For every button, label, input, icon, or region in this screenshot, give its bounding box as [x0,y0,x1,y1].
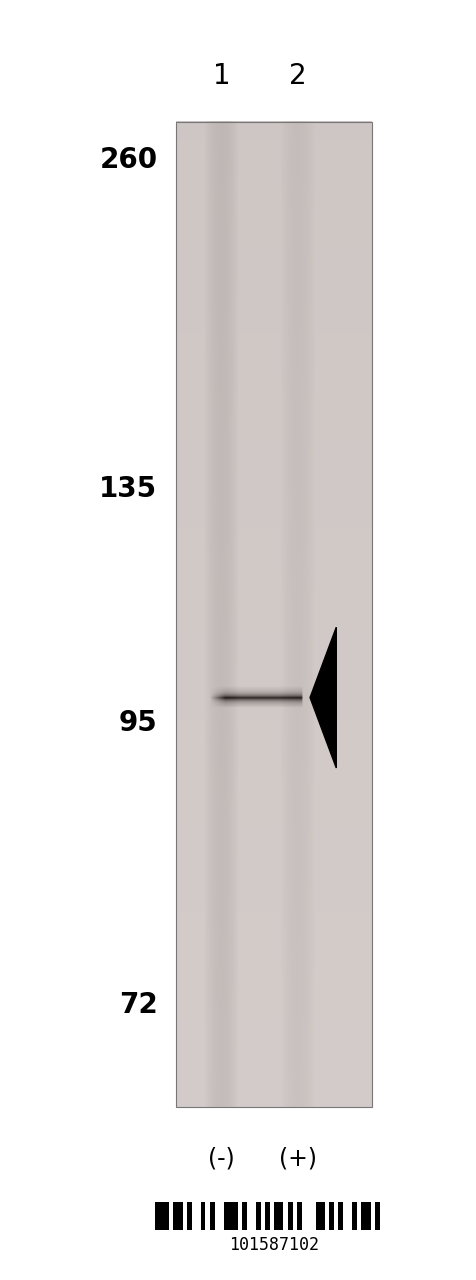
Text: 260: 260 [99,146,157,174]
Bar [209,1202,214,1230]
Bar [155,1202,169,1230]
Bar [315,1202,324,1230]
Text: 101587102: 101587102 [229,1236,318,1254]
Text: 135: 135 [99,475,157,503]
Text: (-): (-) [208,1147,235,1170]
Bar [256,1202,260,1230]
Text: 2: 2 [289,61,306,90]
Bar [173,1202,182,1230]
Bar [375,1202,379,1230]
Bar [288,1202,292,1230]
Polygon shape [309,627,336,768]
Bar [351,1202,356,1230]
Bar [338,1202,342,1230]
Bar [328,1202,333,1230]
Text: 95: 95 [119,709,157,737]
Bar [176,122,371,1107]
Bar [297,1202,301,1230]
Bar [223,1202,237,1230]
Text: 72: 72 [119,991,157,1019]
Bar [187,1202,191,1230]
Text: (+): (+) [278,1147,317,1170]
Bar [242,1202,246,1230]
Bar [265,1202,269,1230]
Bar [200,1202,205,1230]
Bar [274,1202,283,1230]
Text: 1: 1 [213,61,230,90]
Bar [361,1202,370,1230]
